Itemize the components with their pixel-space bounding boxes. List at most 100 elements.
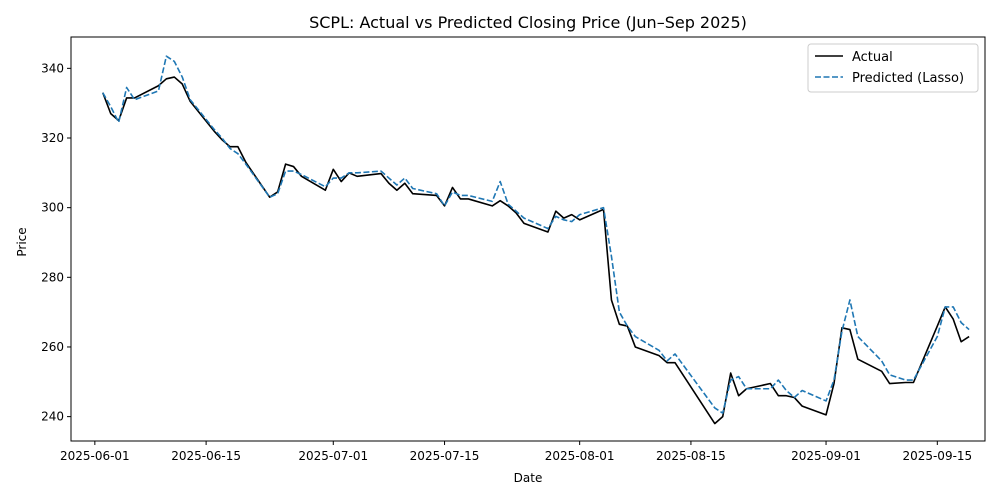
data-point-predicted-59 — [777, 379, 779, 381]
data-point-predicted-57 — [746, 388, 748, 390]
data-point-predicted-3 — [126, 87, 128, 89]
data-point-actual-50 — [658, 355, 660, 357]
data-point-predicted-25 — [380, 170, 382, 172]
x-tick-label: 2025-07-01 — [298, 449, 368, 463]
data-point-predicted-49 — [634, 336, 636, 338]
data-point-actual-17 — [285, 163, 287, 165]
data-point-actual-70 — [905, 382, 907, 384]
data-point-actual-53 — [714, 423, 716, 425]
data-point-predicted-62 — [801, 390, 803, 392]
data-point-predicted-0 — [102, 92, 104, 94]
data-point-predicted-8 — [181, 76, 183, 78]
data-point-actual-41 — [555, 210, 557, 212]
data-point-predicted-70 — [905, 379, 907, 381]
data-point-predicted-67 — [857, 336, 859, 338]
data-point-predicted-51 — [666, 360, 668, 362]
data-point-actual-34 — [467, 198, 469, 200]
data-point-predicted-19 — [301, 174, 303, 176]
data-point-predicted-10 — [213, 128, 215, 130]
data-point-actual-47 — [619, 323, 621, 325]
data-point-predicted-12 — [229, 148, 231, 150]
data-point-predicted-66 — [849, 299, 851, 301]
data-point-actual-3 — [126, 97, 128, 99]
data-point-predicted-4 — [134, 99, 136, 101]
series-line-actual — [102, 76, 970, 425]
data-point-actual-58 — [770, 383, 772, 385]
data-point-actual-75 — [960, 341, 962, 343]
data-point-predicted-58 — [770, 388, 772, 390]
data-point-actual-22 — [340, 181, 342, 183]
data-point-predicted-48 — [626, 325, 628, 327]
data-point-predicted-68 — [881, 360, 883, 362]
legend-label-predicted: Predicted (Lasso) — [852, 71, 964, 86]
data-point-actual-33 — [460, 198, 462, 200]
data-point-actual-32 — [452, 187, 454, 189]
data-point-predicted-16 — [277, 193, 279, 195]
data-point-actual-25 — [380, 173, 382, 175]
data-point-predicted-5 — [158, 90, 160, 92]
data-point-predicted-45 — [603, 207, 605, 209]
data-point-predicted-64 — [833, 379, 835, 381]
data-point-predicted-43 — [571, 221, 573, 223]
data-point-actual-54 — [722, 416, 724, 418]
data-point-actual-24 — [356, 175, 358, 177]
data-point-predicted-35 — [491, 200, 493, 202]
data-point-actual-71 — [913, 382, 915, 384]
data-point-predicted-2 — [118, 121, 120, 123]
data-point-actual-60 — [785, 395, 787, 397]
data-point-actual-56 — [738, 395, 740, 397]
data-point-actual-36 — [499, 200, 501, 202]
data-point-predicted-72 — [936, 336, 938, 338]
data-point-predicted-60 — [785, 390, 787, 392]
data-point-predicted-36 — [499, 181, 501, 183]
data-point-predicted-47 — [619, 311, 621, 313]
data-point-actual-19 — [301, 175, 303, 177]
data-point-predicted-22 — [340, 177, 342, 179]
data-point-predicted-17 — [285, 170, 287, 172]
data-point-predicted-53 — [714, 407, 716, 409]
legend-box — [807, 43, 979, 93]
data-point-predicted-28 — [404, 177, 406, 179]
data-point-actual-63 — [825, 414, 827, 416]
x-axis: 2025-06-01 2025-06-15 2025-07-01 2025-07-15… — [60, 441, 972, 463]
data-point-actual-51 — [666, 362, 668, 364]
data-point-predicted-6 — [165, 55, 167, 57]
data-point-actual-66 — [849, 329, 851, 331]
data-point-predicted-61 — [793, 397, 795, 399]
data-point-predicted-31 — [444, 205, 446, 207]
chart-title: SCPL: Actual vs Predicted Closing Price … — [309, 13, 747, 32]
plot-frame — [70, 36, 986, 442]
data-point-predicted-73 — [944, 306, 946, 308]
x-tick-label: 2025-09-01 — [791, 449, 861, 463]
data-point-actual-76 — [968, 336, 970, 338]
data-point-predicted-75 — [960, 322, 962, 324]
data-point-predicted-15 — [269, 196, 271, 198]
data-point-actual-72 — [936, 325, 938, 327]
data-point-actual-68 — [881, 370, 883, 372]
data-point-actual-49 — [634, 346, 636, 348]
data-point-actual-40 — [547, 231, 549, 233]
x-tick-label: 2025-08-01 — [545, 449, 615, 463]
data-point-actual-74 — [952, 318, 954, 320]
data-point-predicted-39 — [523, 217, 525, 219]
data-point-predicted-54 — [722, 412, 724, 414]
data-point-actual-52 — [674, 362, 676, 364]
data-point-predicted-55 — [730, 379, 732, 381]
x-tick-label: 2025-09-15 — [902, 449, 972, 463]
data-point-predicted-32 — [452, 191, 454, 193]
x-tick-label: 2025-07-15 — [410, 449, 480, 463]
data-point-predicted-9 — [189, 99, 191, 101]
data-point-actual-18 — [293, 166, 295, 168]
data-point-actual-6 — [165, 78, 167, 80]
data-point-predicted-42 — [563, 219, 565, 221]
x-tick-label: 2025-06-01 — [60, 449, 130, 463]
data-point-actual-46 — [611, 299, 613, 301]
data-point-actual-59 — [777, 395, 779, 397]
data-point-actual-43 — [571, 214, 573, 216]
data-point-predicted-1 — [110, 106, 112, 108]
data-point-predicted-13 — [237, 153, 239, 155]
data-point-actual-7 — [173, 76, 175, 78]
data-point-predicted-38 — [515, 210, 517, 212]
series-line-predicted — [102, 55, 970, 414]
